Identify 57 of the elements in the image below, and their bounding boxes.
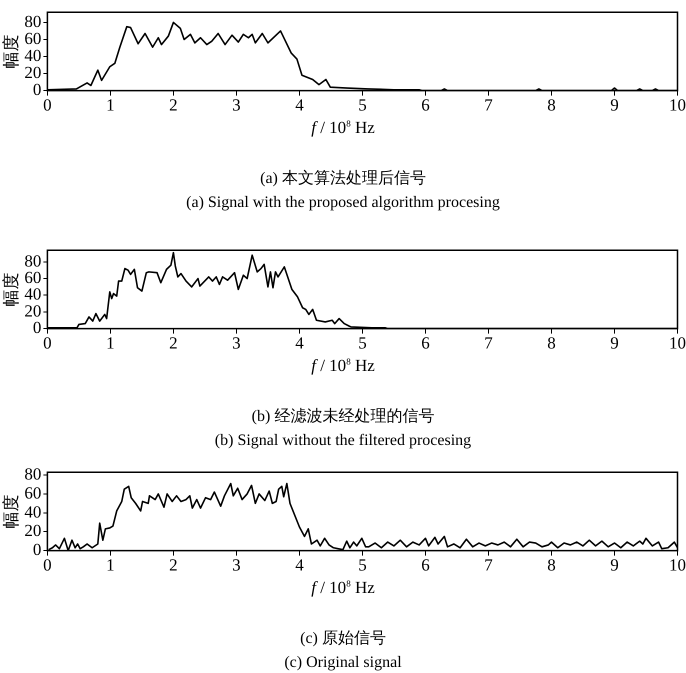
y-tick-label: 80 — [24, 464, 42, 484]
x-tick-label: 8 — [547, 333, 556, 352]
text: (c) Original signal — [283, 654, 403, 672]
x-tick-label: 2 — [169, 555, 178, 574]
x-tick-label: 4 — [295, 555, 304, 574]
y-tick-label: 40 — [24, 284, 42, 304]
x-tick-label: 9 — [610, 555, 619, 574]
x-tick-label: 7 — [484, 555, 494, 574]
x-tick-label: 10 — [669, 555, 686, 574]
x-axis-title: f / 10$^{8}$ Hz — [310, 356, 376, 376]
text: (c) 原始信号 — [299, 629, 387, 649]
x-tick-label: 8 — [547, 95, 556, 114]
text: (b) Signal without the filtered procesing — [214, 432, 472, 450]
x-tick-label: 4 — [295, 95, 304, 114]
x-tick-label: 1 — [106, 333, 115, 352]
x-tick-label: 10 — [669, 333, 686, 352]
x-tick-label: 2 — [169, 95, 178, 114]
x-tick-label: 1 — [106, 95, 115, 114]
text: (a) 本文算法处理后信号 — [259, 168, 427, 189]
text: (b) 经滤波未经处理的信号 — [250, 406, 436, 427]
y-tick-label: 20 — [24, 521, 42, 540]
y-tick-label: 40 — [24, 502, 42, 522]
y-tick-label: 80 — [24, 12, 42, 31]
y-tick-label: 0 — [32, 80, 42, 100]
y-tick-label: 20 — [24, 63, 42, 82]
x-axis-title: f / 10$^{8}$ Hz — [310, 118, 376, 138]
y-tick-label: 60 — [24, 483, 42, 502]
x-tick-label: 9 — [610, 333, 619, 352]
text: (a) Signal with the proposed algorithm procesing — [185, 194, 501, 212]
x-tick-label: 7 — [484, 95, 494, 114]
x-tick-label: 5 — [358, 333, 367, 352]
x-tick-label: 6 — [421, 95, 430, 114]
x-tick-label: 2 — [169, 333, 178, 352]
y-axis-title: 幅度 — [2, 494, 21, 528]
x-tick-label: 6 — [421, 333, 430, 352]
y-tick-label: 60 — [24, 268, 42, 288]
y-axis-title: 幅度 — [2, 272, 21, 306]
x-tick-label: 3 — [232, 95, 241, 114]
x-tick-label: 9 — [610, 95, 619, 114]
y-tick-label: 20 — [24, 301, 42, 320]
x-tick-label: 6 — [421, 555, 430, 574]
x-tick-label: 10 — [669, 95, 686, 114]
y-tick-label: 80 — [24, 251, 42, 270]
x-tick-label: 3 — [232, 333, 241, 352]
x-tick-label: 5 — [358, 555, 367, 574]
x-tick-label: 4 — [295, 333, 304, 352]
y-tick-label: 0 — [32, 540, 42, 560]
x-axis-title: f / 10$^{8}$ Hz — [310, 578, 376, 598]
x-tick-label: 7 — [484, 333, 494, 352]
y-tick-label: 60 — [24, 28, 42, 48]
x-tick-label: 3 — [232, 555, 241, 574]
y-tick-label: 40 — [24, 46, 42, 65]
x-tick-label: 8 — [547, 555, 556, 574]
x-tick-label: 1 — [106, 555, 115, 574]
y-axis-title: 幅度 — [2, 34, 21, 68]
x-tick-label: 5 — [358, 95, 367, 114]
y-tick-label: 0 — [32, 318, 42, 338]
